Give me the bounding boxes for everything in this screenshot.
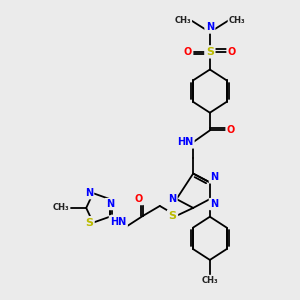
Text: N: N (210, 172, 218, 182)
Text: N: N (85, 188, 93, 198)
Text: CH₃: CH₃ (53, 203, 70, 212)
Text: CH₃: CH₃ (229, 16, 245, 25)
Text: HN: HN (110, 217, 126, 226)
Text: S: S (169, 211, 176, 221)
Text: CH₃: CH₃ (202, 276, 218, 285)
Text: N: N (210, 199, 218, 209)
Text: N: N (106, 199, 114, 209)
Text: HN: HN (177, 137, 193, 147)
Text: O: O (135, 194, 143, 204)
Text: N: N (206, 22, 214, 32)
Text: S: S (85, 218, 93, 228)
Text: O: O (226, 125, 235, 135)
Text: O: O (227, 47, 236, 57)
Text: O: O (184, 47, 192, 57)
Text: N: N (168, 194, 176, 204)
Text: S: S (206, 47, 214, 57)
Text: CH₃: CH₃ (175, 16, 191, 25)
